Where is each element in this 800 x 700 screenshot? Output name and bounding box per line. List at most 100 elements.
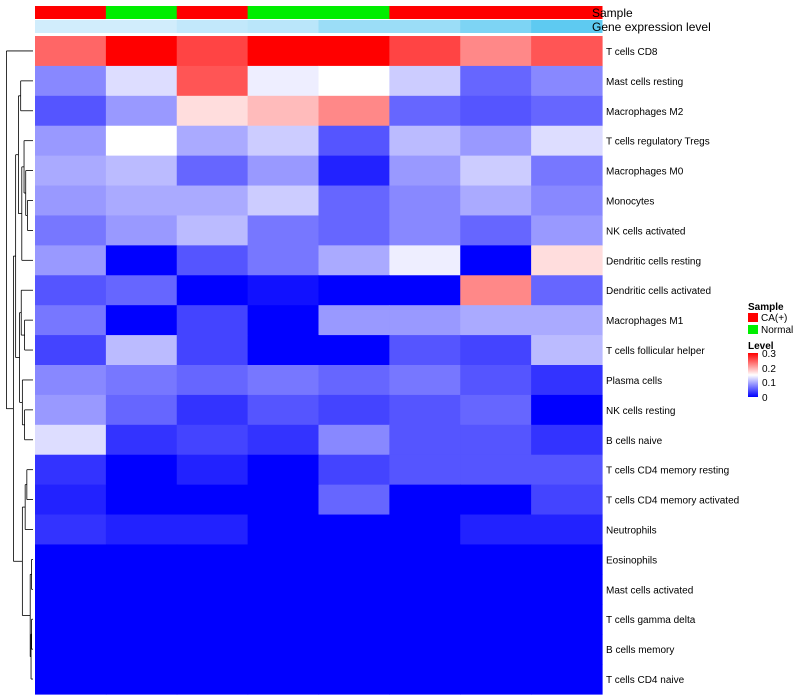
heatmap-cell [389, 484, 461, 516]
heatmap-cell [247, 514, 320, 546]
heatmap-cell [318, 185, 390, 217]
legend-tick-0: 0 [762, 393, 768, 404]
heatmap-cell [531, 155, 603, 187]
heatmap-cell [176, 95, 249, 127]
heatmap-cell [105, 305, 178, 336]
heatmap-cell [460, 125, 532, 157]
heatmap-cell [247, 335, 320, 366]
heatmap-cell [105, 514, 178, 546]
heatmap-cell [389, 454, 461, 486]
heatmap-cell [35, 185, 107, 217]
heatmap-cell [247, 574, 320, 605]
heatmap-cell [318, 365, 390, 396]
heatmap-cell [35, 634, 107, 665]
heatmap-cell [318, 574, 390, 605]
heatmap-cell [389, 305, 461, 336]
heatmap-cell [247, 245, 320, 276]
heatmap-cell [318, 65, 390, 97]
heatmap-cell [531, 394, 603, 426]
legend-label-ca-pos: CA(+) [761, 313, 787, 324]
heatmap-cell [105, 394, 178, 426]
heatmap-cell [531, 514, 603, 546]
heatmap-cell [460, 574, 532, 605]
legend-tick-0-3: 0.3 [762, 349, 776, 360]
heatmap-cell [105, 454, 178, 486]
heatmap-cell [176, 394, 249, 426]
heatmap-cell [531, 275, 603, 306]
row-label: Mast cells activated [606, 585, 693, 596]
row-label: Macrophages M1 [606, 316, 684, 327]
heatmap-cell [389, 574, 461, 605]
heatmap-cell [105, 65, 178, 97]
row-label: Macrophages M2 [606, 107, 684, 118]
heatmap-cell [531, 245, 603, 276]
heatmap-cell [105, 155, 178, 187]
heatmap-cell [460, 95, 532, 127]
heatmap-cell [176, 604, 249, 635]
heatmap-cell [247, 95, 320, 127]
heatmap-cell [531, 454, 603, 486]
row-label: T cells CD4 memory activated [606, 496, 739, 507]
heatmap-cell [460, 664, 532, 695]
heatmap-cell [389, 245, 461, 276]
sample-annotation-cell [247, 6, 319, 19]
heatmap-cell [389, 544, 461, 575]
legend-tick-0-2: 0.2 [762, 364, 776, 375]
heatmap-cell [247, 155, 320, 187]
legend-sample-title: Sample [748, 302, 784, 313]
heatmap-cell [176, 574, 249, 605]
heatmap-cell [105, 36, 178, 67]
heatmap-cell [35, 514, 107, 546]
heatmap-cell [460, 424, 532, 456]
heatmap-cell [531, 36, 603, 67]
heatmap-cell [105, 185, 178, 217]
row-label: T cells follicular helper [606, 346, 705, 357]
heatmap-cell [105, 544, 178, 575]
heatmap-cell [35, 215, 107, 246]
heatmap-cell [176, 305, 249, 336]
heatmap-cell [389, 215, 461, 246]
heatmap-cell [176, 365, 249, 396]
heatmap-cell [35, 275, 107, 306]
row-label: T cells gamma delta [606, 615, 696, 626]
heatmap-cell [105, 365, 178, 396]
heatmap-cell [460, 155, 532, 187]
heatmap-cell [318, 275, 390, 306]
heatmap-cell [35, 544, 107, 575]
heatmap-cell [105, 275, 178, 306]
heatmap-cell [247, 484, 320, 516]
heatmap-cell [389, 424, 461, 456]
heatmap-cell [35, 454, 107, 486]
sample-annotation-cell [35, 6, 107, 19]
row-label: NK cells resting [606, 406, 675, 417]
sample-annotation-cell [460, 6, 532, 19]
heatmap-cell [460, 514, 532, 546]
heatmap-cell [318, 125, 390, 157]
legend-colorbar [748, 353, 758, 397]
heatmap-cell [389, 514, 461, 546]
heatmap-cell [247, 604, 320, 635]
legend-swatch-normal [748, 325, 758, 334]
row-label: B cells memory [606, 645, 674, 656]
annotation-label-expression: Gene expression level [592, 20, 711, 34]
heatmap-cell [460, 484, 532, 516]
heatmap-cell [105, 574, 178, 605]
heatmap-cell [176, 544, 249, 575]
heatmap-cell [35, 305, 107, 336]
heatmap-cell [247, 125, 320, 157]
sample-annotation-cell [318, 6, 390, 19]
heatmap-cell [531, 664, 603, 695]
row-label: Dendritic cells activated [606, 286, 711, 297]
heatmap-cell [318, 335, 390, 366]
heatmap-cell [35, 484, 107, 516]
heatmap-cell [531, 574, 603, 605]
heatmap-cell [460, 365, 532, 396]
heatmap-cell [389, 95, 461, 127]
expression-annotation-cell [460, 20, 532, 33]
expression-annotation-cell [176, 20, 249, 33]
heatmap-cell [35, 365, 107, 396]
heatmap-cell [318, 305, 390, 336]
heatmap-cell [247, 185, 320, 217]
heatmap-cell [318, 604, 390, 635]
